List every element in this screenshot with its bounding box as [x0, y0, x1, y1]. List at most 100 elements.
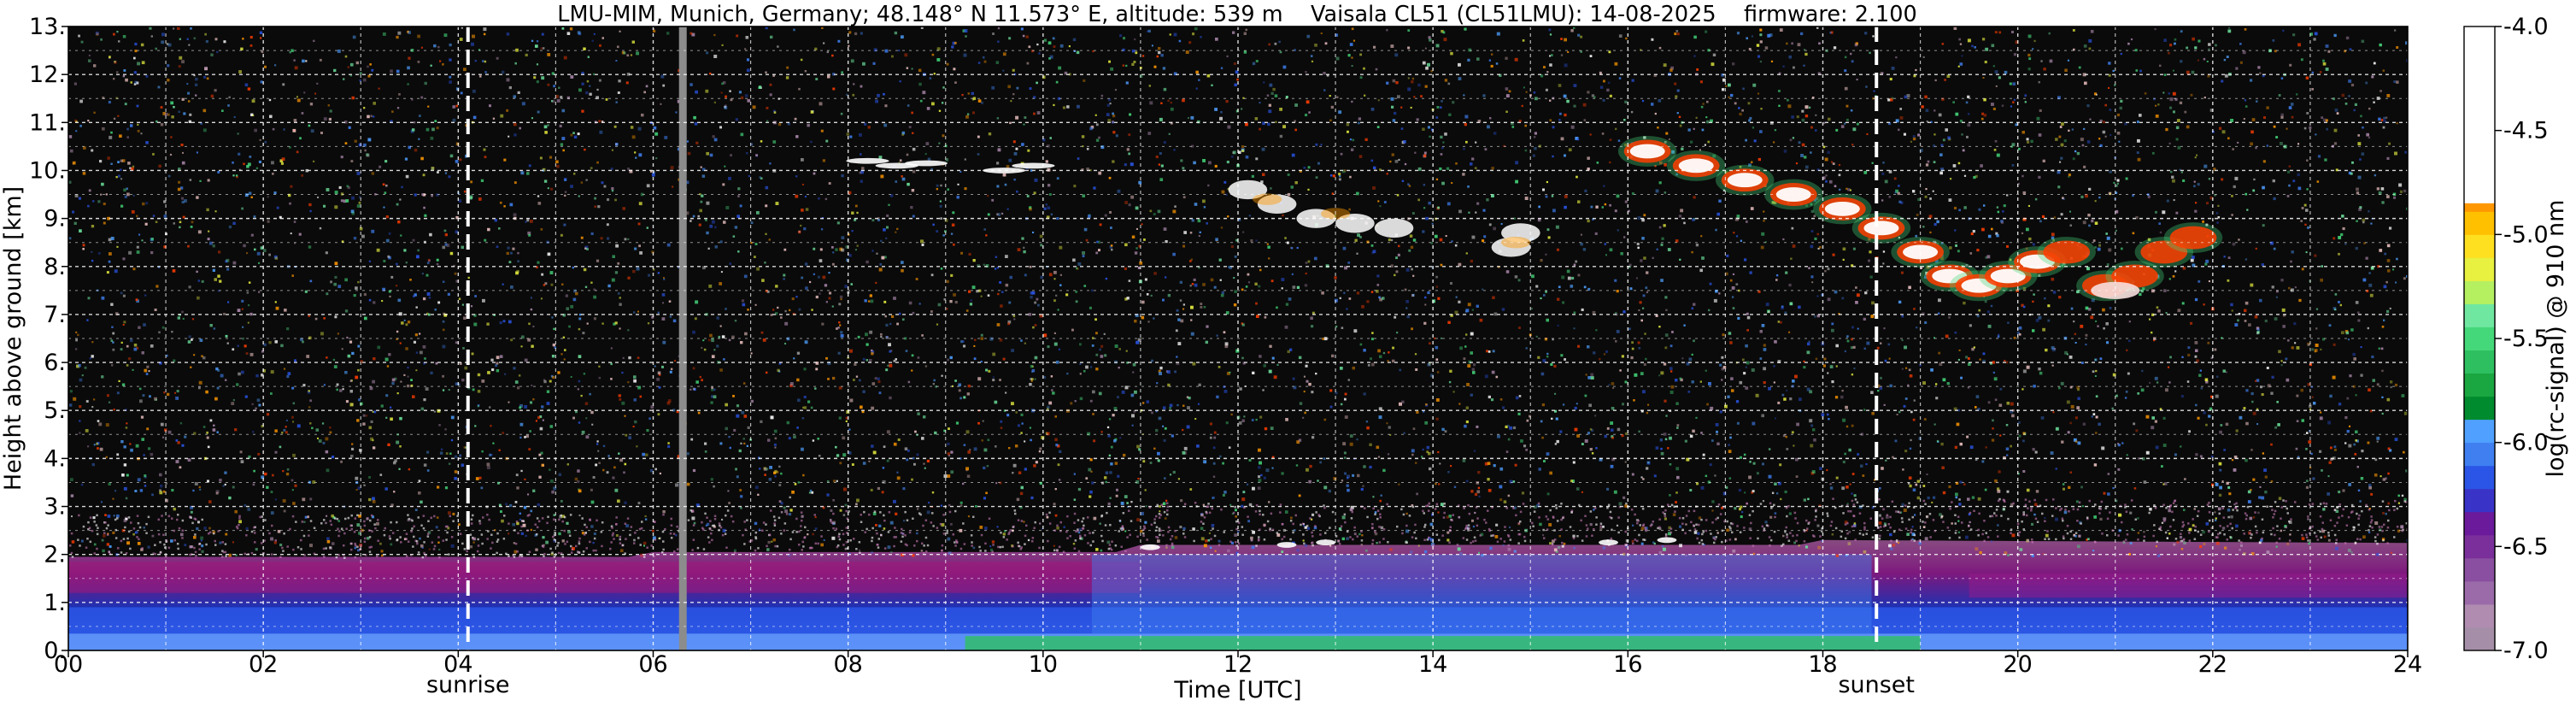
colorbar-swatch: [2464, 580, 2495, 605]
y-tick-label: 6.: [44, 350, 66, 376]
cirrus-band-core: [1678, 158, 1714, 174]
colorbar-swatch: [2464, 350, 2495, 374]
cirrus-band-core: [2019, 254, 2056, 269]
cirrus-patch: [1296, 209, 1336, 228]
y-tick-label: 8.: [44, 254, 66, 280]
colorbar-tick-label: -4.0: [2503, 14, 2549, 40]
x-tick-label: 02: [249, 651, 278, 678]
colorbar-swatch: [2464, 303, 2495, 327]
sunrise-label: sunrise: [426, 672, 510, 698]
cirrus-band-red: [2140, 240, 2188, 264]
colorbar-tick-label: -6.5: [2503, 533, 2549, 560]
daytime-mixed-layer: [1091, 554, 1872, 634]
colorbar-tick-label: -4.5: [2503, 118, 2549, 144]
cirrus-patch: [1012, 162, 1055, 169]
colorbar-tick-label: -5.5: [2503, 326, 2549, 352]
cirrus-band-core: [1961, 278, 1997, 293]
colorbar-saturation: [2464, 26, 2495, 203]
y-tick-label: 0.: [44, 638, 66, 664]
y-tick-label: 3.: [44, 494, 66, 521]
x-tick-label: 18: [1808, 651, 1837, 678]
colorbar-tick-label: -5.0: [2503, 221, 2549, 248]
cirrus-band-core: [1932, 268, 1968, 284]
cloud-layers: [846, 136, 2223, 550]
colorbar-swatch: [2464, 488, 2495, 513]
cirrus-band-core: [1775, 187, 1811, 202]
y-tick-label: 12.: [29, 62, 66, 88]
cirrus-fringe: [1253, 193, 1282, 205]
colorbar-swatch: [2464, 511, 2495, 536]
colorbar-ticks: -4.0 -4.5 -5.0 -5.5 -6.0 -6.5 -7.0: [2495, 14, 2549, 664]
bl-cloud: [1599, 539, 1618, 546]
cirrus-band-red: [2111, 264, 2158, 288]
bl-cloud: [1276, 542, 1297, 548]
cirrus-band-red: [2169, 226, 2217, 250]
y-tick-label: 1.: [44, 590, 66, 616]
cirrus-band-core: [2091, 281, 2140, 299]
bl-cloud: [1316, 539, 1336, 546]
grid-lines: [68, 26, 2408, 650]
bl-cloud: [1657, 537, 1677, 544]
cirrus-band-core: [1990, 268, 2026, 284]
y-tick-label: 5.: [44, 397, 66, 424]
x-axis-label: Time [UTC]: [1173, 677, 1301, 703]
colorbar-swatch: [2464, 257, 2495, 281]
colorbar-swatch: [2464, 396, 2495, 421]
x-tick-label: 00: [54, 651, 83, 678]
colorbar-tick-label: -7.0: [2503, 638, 2549, 664]
colorbar-swatch: [2464, 234, 2495, 258]
cirrus-patch: [1335, 214, 1375, 233]
x-tick-label: 20: [2003, 651, 2032, 678]
x-tick-label: 10: [1029, 651, 1058, 678]
y-tick-label: 7.: [44, 302, 66, 328]
x-tick-label: 14: [1418, 651, 1447, 678]
colorbar-swatch: [2464, 419, 2495, 444]
colorbar: [2464, 26, 2495, 651]
cirrus-band-core: [1903, 244, 1939, 260]
cirrus-band-core: [1863, 221, 1899, 236]
x-tick-label: 12: [1223, 651, 1253, 678]
night-aerosol-band: [68, 562, 1141, 593]
data-gap: [678, 26, 687, 650]
x-tick-label: 08: [833, 651, 862, 678]
surface-green-layer: [965, 636, 1921, 650]
x-tick-label: 04: [443, 651, 472, 678]
colorbar-swatch: [2464, 603, 2495, 628]
x-tick-label: 24: [2393, 651, 2422, 678]
y-tick-label: 13.: [29, 14, 66, 40]
colorbar-label: log(rc-signal) @ 910 nm: [2543, 200, 2569, 478]
y-tick-label: 2.: [44, 542, 66, 568]
x-tick-label: 16: [1613, 651, 1642, 678]
y-axis-label: Height above ground [km]: [0, 186, 26, 491]
colorbar-swatch: [2464, 465, 2495, 490]
cirrus-patch: [846, 157, 889, 164]
colorbar-swatch: [2464, 373, 2495, 397]
colorbar-swatch: [2464, 557, 2495, 582]
x-tick-label: 22: [2198, 651, 2227, 678]
colorbar-swatch: [2464, 627, 2495, 651]
x-tick-label: 06: [638, 651, 667, 678]
colorbar-swatch: [2464, 442, 2495, 467]
cirrus-band-red: [2043, 240, 2091, 264]
cirrus-patch: [1374, 218, 1414, 238]
cirrus-band-core: [1727, 173, 1763, 188]
colorbar-swatch: [2464, 534, 2495, 559]
cirrus-band-core: [1629, 144, 1665, 159]
colorbar-swatch: [2464, 327, 2495, 350]
cirrus-band-core: [1824, 201, 1860, 216]
colorbar-swatch: [2464, 280, 2495, 304]
sunset-label: sunset: [1838, 672, 1915, 698]
x-axis-ticks: 00 02 04 06 08 10 12 14 16 18 20 22 24: [54, 650, 2422, 678]
evening-aerosol-band: [1969, 574, 2408, 598]
chart-title: LMU-MIM, Munich, Germany; 48.148° N 11.5…: [557, 2, 1916, 27]
cirrus-patch: [983, 168, 1026, 174]
colorbar-tick-label: -6.0: [2503, 430, 2549, 456]
y-axis-ticks: 0. 1. 2. 3. 4. 5. 6. 7. 8. 9. 10. 11. 12. 13.: [29, 14, 68, 664]
cirrus-patch: [1257, 194, 1297, 214]
cirrus-fringe: [1501, 236, 1531, 249]
bl-cloud: [1140, 544, 1160, 550]
cirrus-patch: [904, 160, 948, 167]
colorbar-swatch: [2464, 211, 2495, 235]
